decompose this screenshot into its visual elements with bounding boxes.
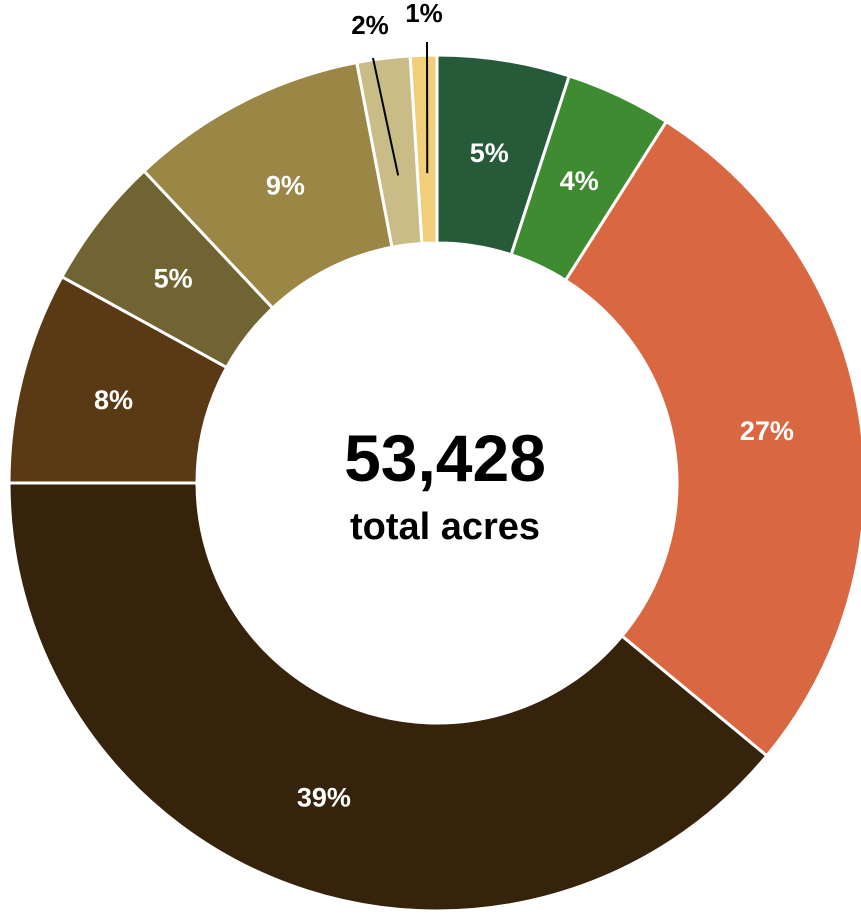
slice-label: 9%	[266, 170, 305, 200]
slice-label: 4%	[560, 166, 599, 196]
slice-label: 8%	[94, 385, 133, 415]
center-total-value: 53,428	[230, 420, 660, 496]
slice-label: 27%	[740, 416, 794, 446]
slice-label: 5%	[470, 138, 509, 168]
center-total-label: total acres	[230, 504, 660, 550]
slice-label: 1%	[405, 0, 443, 28]
slice-label: 5%	[154, 263, 193, 293]
slice-label: 39%	[297, 782, 351, 812]
slice-label: 2%	[351, 10, 389, 40]
